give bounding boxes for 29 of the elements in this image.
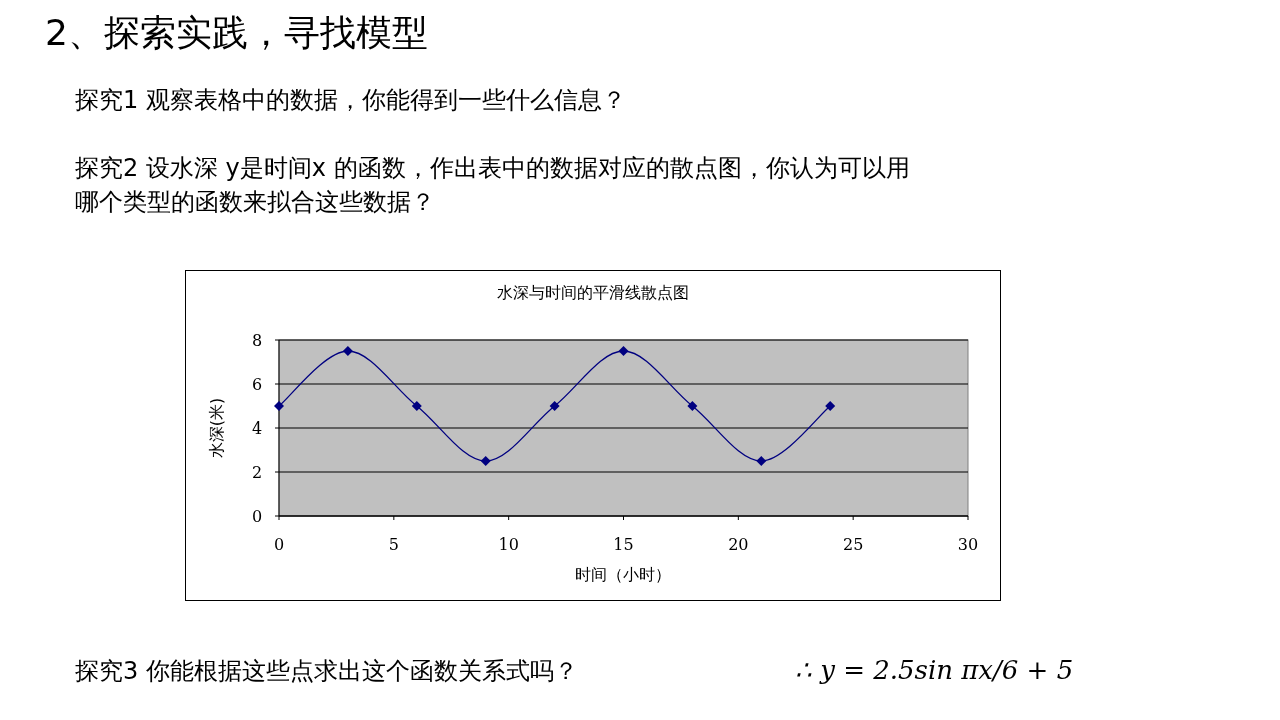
point: [825, 401, 836, 411]
chart-title: 水深与时间的平滑线散点图: [497, 283, 689, 302]
x-tick-label: 30: [957, 535, 979, 554]
x-axis-title: 时间（小时）: [575, 565, 671, 584]
annotation: 探究3 你能根据这些点求出这个函数关系式吗？: [75, 656, 579, 687]
annotation: 探究1 观察表格中的数据，你能得到一些什么信息？: [75, 85, 627, 116]
y-axis-title: 水深(米): [207, 397, 226, 459]
point: [411, 401, 422, 411]
point: [342, 346, 353, 356]
point: [756, 456, 767, 466]
annotation: 2、探索实践，寻找模型: [45, 11, 429, 55]
annotation: 探究2 设水深 y是时间x 的函数，作出表中的数据对应的散点图，你认为可以用哪个类型的函数来拟合这些数据？: [75, 153, 911, 218]
y-tick-label: 4: [251, 419, 263, 438]
point: [618, 346, 629, 356]
y-tick-label: 0: [251, 507, 263, 526]
point: [687, 401, 698, 411]
y-tick-label: 8: [251, 331, 263, 350]
x-tick-label: 15: [613, 535, 634, 554]
y-tick-label: 2: [251, 463, 263, 482]
point: [480, 456, 491, 466]
y-tick-label: 6: [251, 375, 263, 394]
point: [274, 401, 284, 411]
x-tick-label: 10: [498, 535, 519, 554]
x-tick-label: 25: [842, 535, 864, 554]
x-tick-label: 20: [728, 535, 749, 554]
point: [549, 401, 560, 411]
x-tick-label: 0: [273, 535, 285, 554]
annotation: ∴ y = 2.5sin πx/6 + 5: [795, 654, 1075, 687]
x-tick-label: 5: [388, 535, 399, 554]
